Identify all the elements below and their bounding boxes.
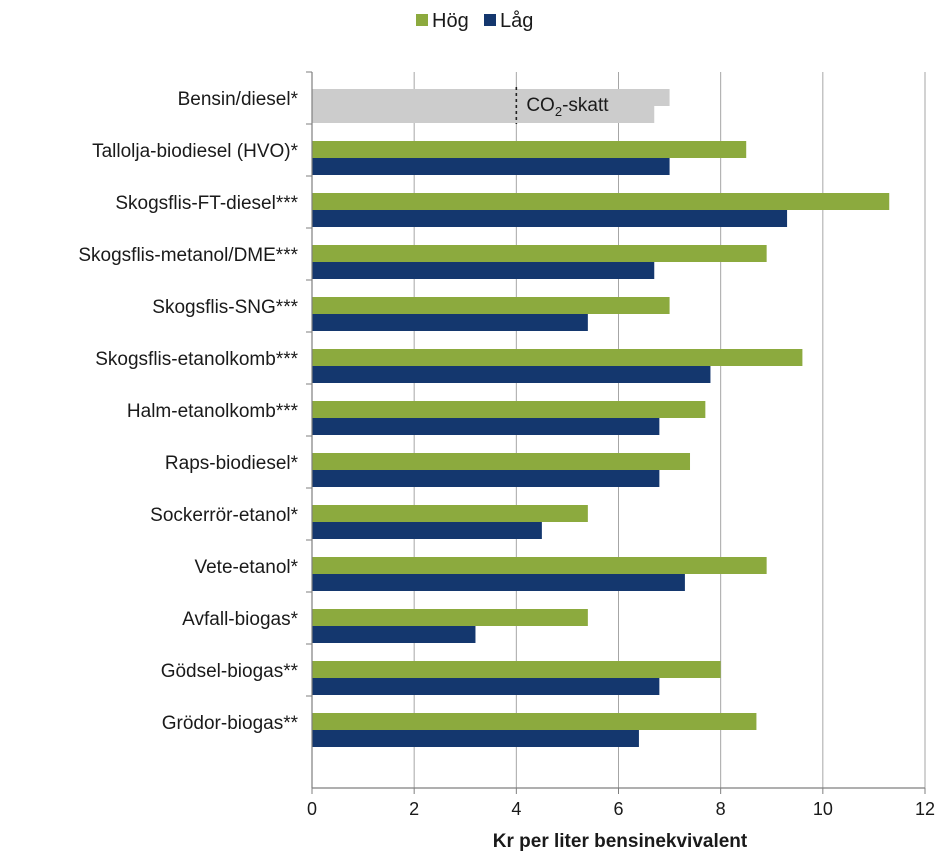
bar-hog (312, 297, 670, 314)
x-tick-label: 0 (307, 799, 317, 819)
bar-hog (312, 89, 670, 106)
category-label: Skogsflis-etanolkomb*** (95, 349, 298, 370)
bar-lag (312, 314, 588, 331)
legend-swatch (484, 14, 496, 26)
x-tick-label: 6 (613, 799, 623, 819)
category-label: Skogsflis-metanol/DME*** (78, 245, 298, 266)
category-label: Skogsflis-FT-diesel*** (115, 193, 298, 214)
legend-label: Låg (500, 10, 533, 32)
bar-hog (312, 349, 803, 366)
bar-hog (312, 401, 706, 418)
bar-lag (312, 366, 711, 383)
bar-lag (312, 574, 685, 591)
bar-hog (312, 661, 721, 678)
category-label: Sockerrör-etanol* (150, 505, 298, 526)
category-label: Halm-etanolkomb*** (127, 401, 299, 422)
bar-lag (312, 730, 639, 747)
bar-hog (312, 713, 757, 730)
bars (312, 87, 890, 747)
bar-lag (312, 470, 660, 487)
axes (306, 71, 926, 794)
bar-lag (312, 210, 788, 227)
category-label: Skogsflis-SNG*** (152, 297, 298, 318)
bar-lag (312, 522, 542, 539)
bar-hog (312, 245, 767, 262)
category-label: Tallolja-biodiesel (HVO)* (92, 141, 299, 162)
bar-hog (312, 193, 890, 210)
category-label: Raps-biodiesel* (165, 453, 299, 474)
category-label: Avfall-biogas* (182, 609, 298, 630)
category-label: Vete-etanol* (194, 557, 298, 578)
x-tick-label: 4 (511, 799, 521, 819)
tick-labels: 0 2 4 6 8 10 12 (307, 799, 935, 819)
bar-hog (312, 557, 767, 574)
bar-lag (312, 106, 655, 123)
x-tick-label: 10 (813, 799, 833, 819)
legend: Hög Låg (416, 10, 533, 32)
category-label: Gödsel-biogas** (161, 661, 299, 682)
bar-lag (312, 418, 660, 435)
x-axis-label: Kr per liter bensinekvivalent (493, 831, 748, 852)
bar-lag (312, 626, 476, 643)
co2-tax-annotation: CO2-skatt (526, 95, 609, 119)
bar-lag (312, 678, 660, 695)
legend-label: Hög (432, 10, 469, 32)
x-tick-label: 8 (716, 799, 726, 819)
bar-lag (312, 158, 670, 175)
bar-hog (312, 141, 747, 158)
x-tick-label: 2 (409, 799, 419, 819)
category-label: Grödor-biogas** (162, 713, 299, 734)
x-tick-label: 12 (915, 799, 935, 819)
bar-hog (312, 453, 691, 470)
bar-hog (312, 505, 588, 522)
category-labels: Bensin/diesel* CO2-skatt Tallolja-biodiese… (78, 89, 609, 734)
bar-lag (312, 262, 655, 279)
legend-swatch (416, 14, 428, 26)
bar-hog (312, 609, 588, 626)
category-label: Bensin/diesel* (178, 89, 299, 110)
